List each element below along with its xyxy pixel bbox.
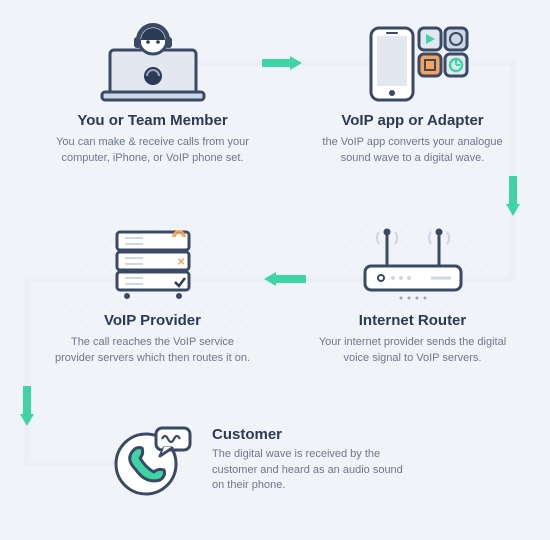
user-laptop-icon <box>98 20 208 104</box>
phone-call-icon <box>110 420 194 500</box>
server-stack-icon: ✕ <box>103 220 203 304</box>
node-title: Customer <box>212 426 412 443</box>
node-desc: Your internet provider sends the digital… <box>313 335 513 367</box>
node-desc: You can make & receive calls from your c… <box>53 135 253 167</box>
node-customer: Customer The digital wave is received by… <box>110 420 490 500</box>
node-app: VoIP app or Adapter the VoIP app convert… <box>300 20 525 167</box>
router-icon <box>353 220 473 304</box>
node-desc: the VoIP app converts your analogue soun… <box>313 135 513 167</box>
node-user: You or Team Member You can make & receiv… <box>40 20 265 167</box>
node-router: Internet Router Your internet provider s… <box>300 220 525 367</box>
node-title: Internet Router <box>359 312 467 329</box>
phone-apps-icon <box>353 20 473 104</box>
node-provider: ✕ VoIP Provider The call reaches the VoI… <box>40 220 265 367</box>
node-desc: The call reaches the VoIP service provid… <box>53 335 253 367</box>
node-title: VoIP Provider <box>104 312 201 329</box>
svg-text:✕: ✕ <box>177 257 185 268</box>
node-title: You or Team Member <box>77 112 227 129</box>
path-line <box>24 276 30 466</box>
node-desc: The digital wave is received by the cust… <box>212 447 412 495</box>
node-title: VoIP app or Adapter <box>341 112 483 129</box>
